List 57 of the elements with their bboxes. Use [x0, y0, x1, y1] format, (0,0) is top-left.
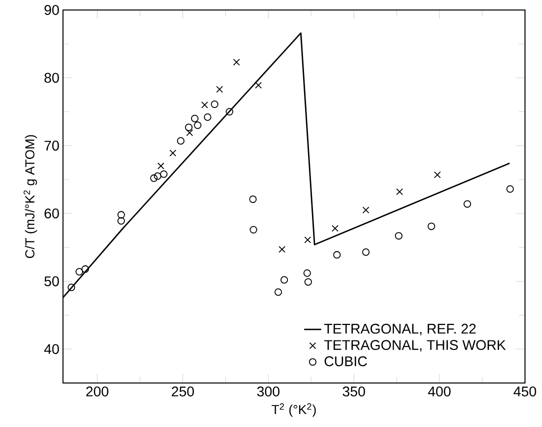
point	[117, 211, 125, 219]
x-axis-title: T$^{2}$ (°K$^{2}$)	[272, 403, 316, 417]
point	[233, 58, 240, 66]
point	[191, 114, 199, 122]
x-tick-label: 450	[514, 386, 536, 396]
point	[428, 222, 436, 230]
x-tick-label: 200	[86, 386, 108, 396]
point	[249, 195, 257, 203]
point	[280, 276, 288, 284]
point	[362, 206, 370, 214]
point	[278, 246, 286, 253]
point	[81, 265, 89, 273]
y-tick-label: 60	[44, 208, 59, 218]
point	[304, 236, 312, 244]
y-tick-label: 90	[44, 5, 59, 15]
point	[303, 269, 311, 277]
point	[226, 108, 234, 116]
point	[506, 185, 514, 193]
y-tick-label: 80	[44, 72, 59, 83]
point	[204, 113, 212, 121]
point	[176, 137, 184, 145]
point	[216, 86, 223, 93]
point	[210, 100, 218, 108]
point	[76, 268, 84, 276]
y-tick-label: 70	[44, 140, 59, 151]
point	[186, 129, 194, 136]
point	[194, 122, 202, 130]
point	[464, 200, 472, 208]
point	[304, 278, 312, 286]
x-tick-label: 350	[342, 386, 366, 396]
point	[160, 170, 168, 178]
x-tick-label: 300	[257, 386, 280, 396]
point	[362, 248, 370, 256]
y-axis-title: C/T (mJ/°K$^{2}$ g ATOM)	[24, 135, 38, 258]
point	[154, 172, 162, 180]
y-tick-label: 50	[44, 276, 59, 286]
point	[201, 102, 208, 108]
legend-label: TETRAGONAL, THIS WORK	[324, 340, 506, 352]
legend-label: CUBIC	[324, 356, 367, 366]
x-tick-label: 250	[172, 386, 194, 396]
point	[157, 162, 164, 170]
point	[274, 288, 282, 296]
point	[333, 251, 341, 259]
point	[185, 124, 193, 132]
point	[254, 82, 262, 89]
point	[150, 174, 158, 182]
point	[396, 188, 403, 196]
point	[68, 284, 76, 292]
point	[250, 226, 258, 234]
y-tick-label: 40	[44, 344, 59, 354]
point	[169, 150, 176, 157]
point	[332, 224, 338, 232]
x-tick-label: 400	[428, 386, 451, 396]
legend-label: TETRAGONAL, REF. 22	[324, 324, 476, 336]
point	[394, 232, 402, 240]
point	[117, 217, 125, 225]
point	[434, 171, 441, 178]
